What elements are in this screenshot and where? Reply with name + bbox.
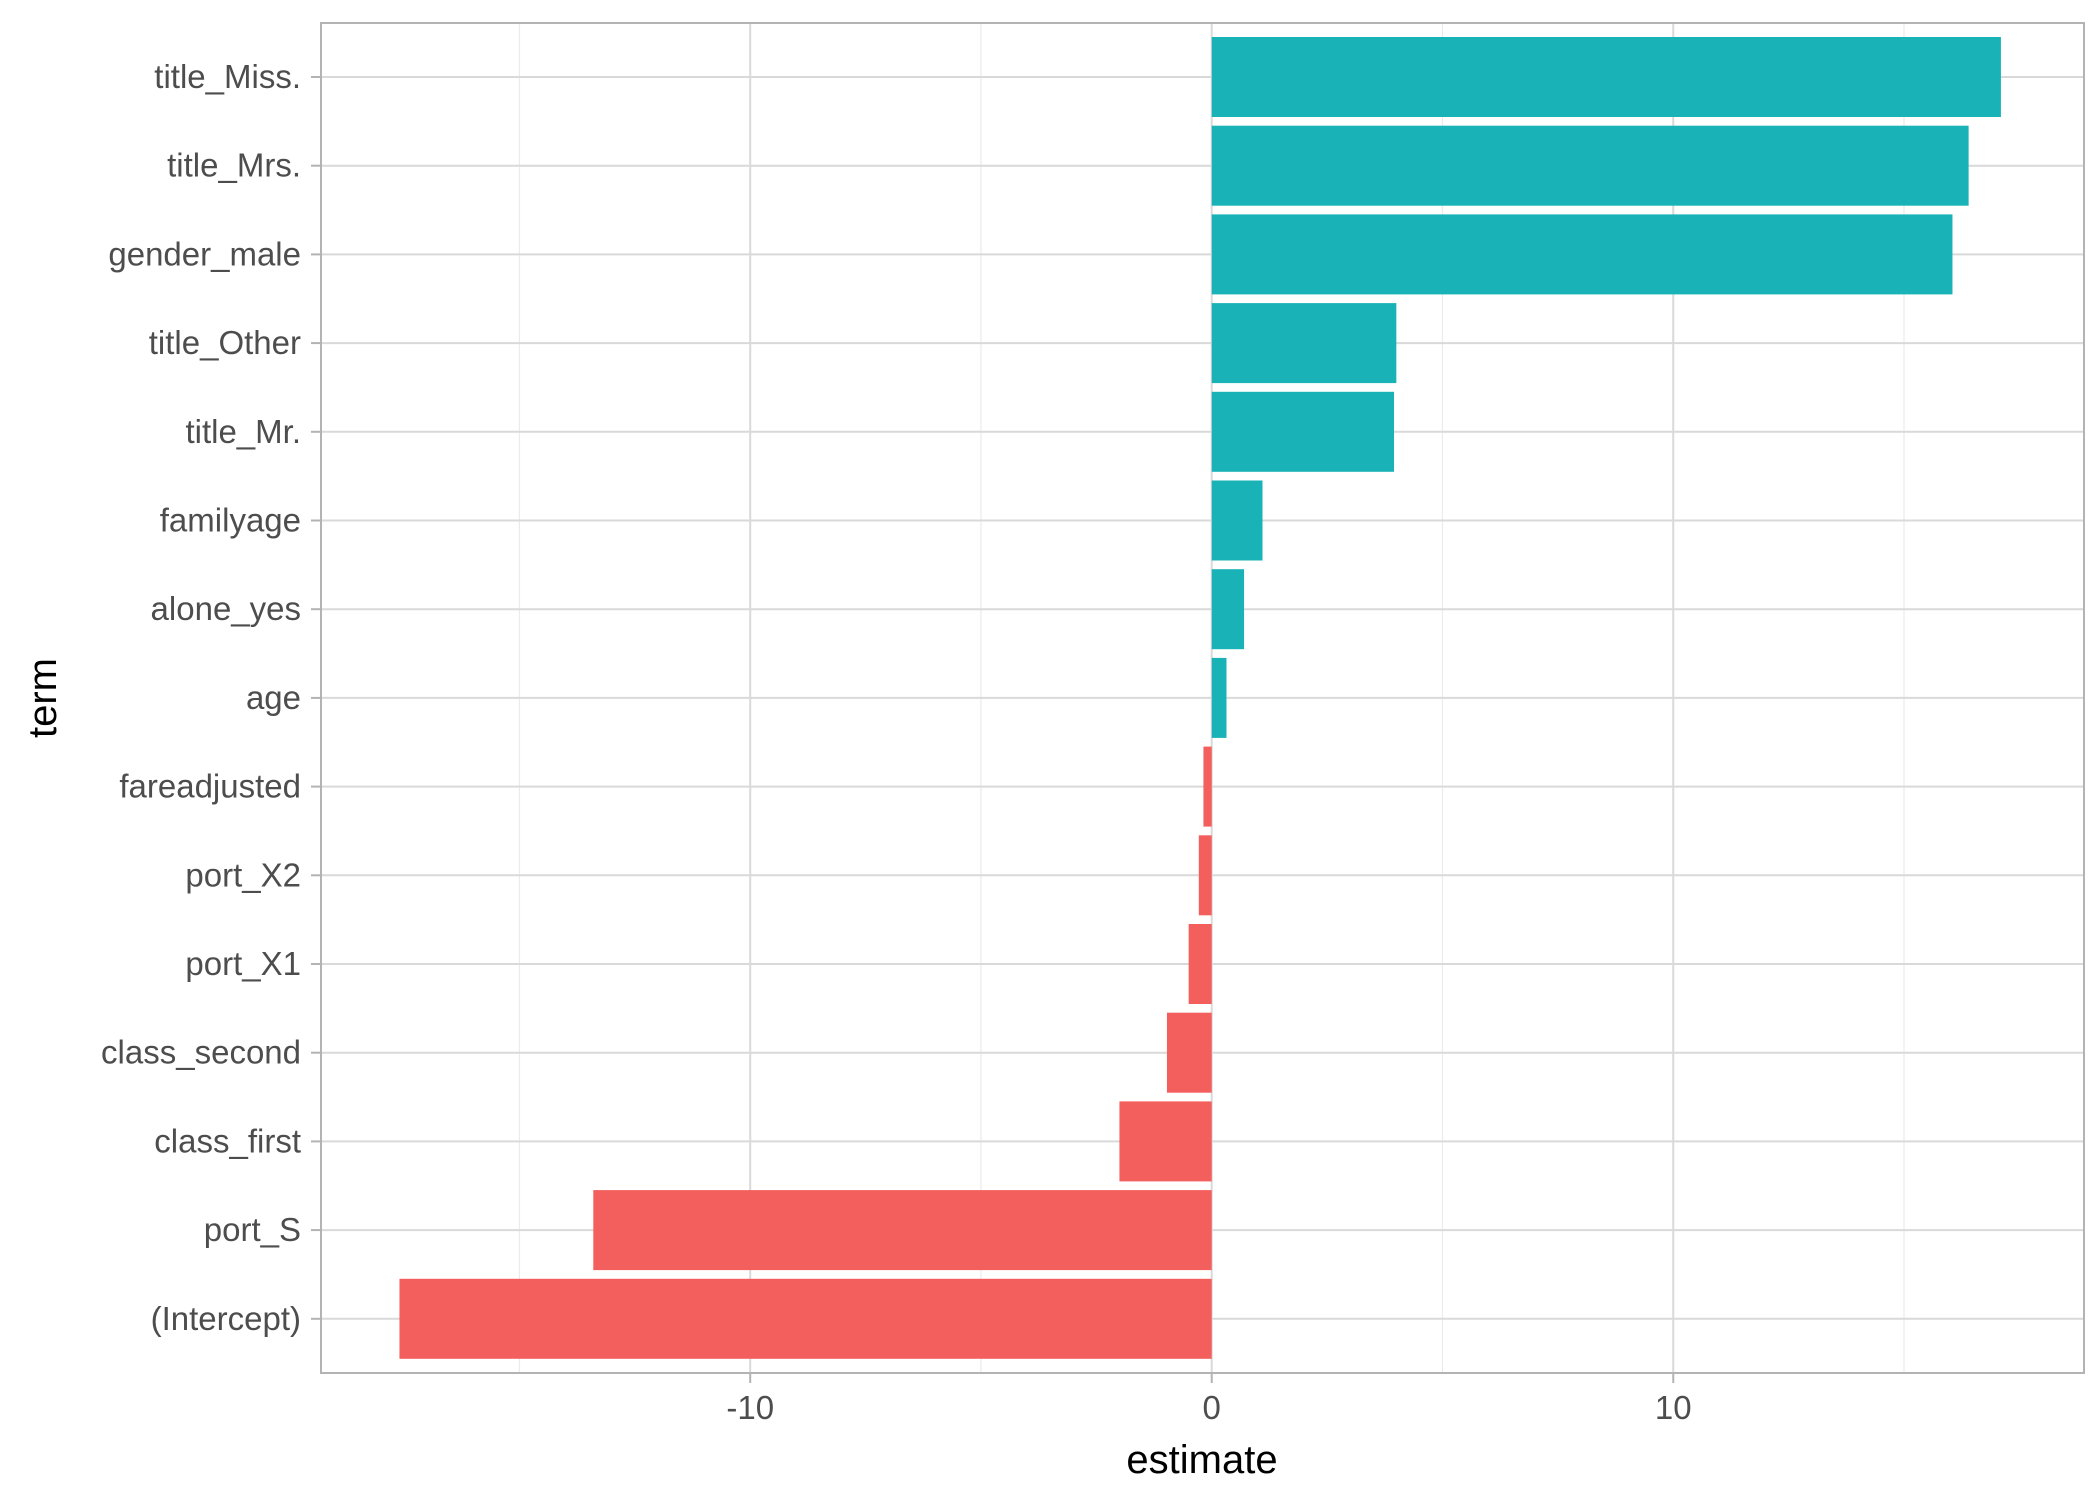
y-tick-label: class_second	[101, 1034, 301, 1071]
x-tick-label: -10	[726, 1389, 774, 1426]
y-tick-label: fareadjusted	[119, 768, 301, 805]
y-tick-label: title_Mrs.	[167, 147, 301, 184]
y-tick-label: (Intercept)	[151, 1300, 301, 1337]
y-tick-label: age	[246, 679, 301, 716]
y-tick-label: familyage	[160, 502, 301, 539]
y-tick-label: title_Other	[149, 324, 301, 361]
y-tick-label: title_Miss.	[154, 58, 301, 95]
bar-port-s	[593, 1190, 1212, 1271]
bar-class-first	[1119, 1101, 1212, 1182]
bar-port-x1	[1188, 924, 1212, 1004]
bar-age	[1211, 657, 1227, 738]
bar-class-second	[1166, 1012, 1212, 1093]
y-tick-label: port_S	[204, 1211, 301, 1248]
bar-fareadjusted	[1203, 746, 1212, 827]
bar-gender-male	[1211, 214, 1953, 295]
x-tick-label: 10	[1655, 1389, 1692, 1426]
y-axis-ticks: title_Miss. title_Mrs. gender_male title_Ot…	[101, 58, 321, 1337]
bar-title-miss	[1211, 37, 2001, 117]
bar-title-other	[1211, 303, 1397, 384]
y-tick-label: port_X1	[185, 945, 301, 982]
bar-port-x2	[1198, 835, 1212, 916]
y-tick-label: title_Mr.	[185, 413, 301, 450]
bar-intercept	[399, 1278, 1212, 1359]
bar-alone-yes	[1211, 569, 1245, 650]
x-axis-ticks: -10 0 10	[726, 1373, 1692, 1426]
bar-title-mr	[1211, 391, 1395, 472]
y-tick-label: class_first	[154, 1122, 301, 1159]
x-axis-title: estimate	[1126, 1438, 1277, 1482]
bar-familyage	[1211, 480, 1263, 561]
y-tick-label: port_X2	[185, 856, 301, 893]
y-tick-label: gender_male	[108, 235, 301, 272]
x-tick-label: 0	[1203, 1389, 1221, 1426]
bars	[399, 37, 2001, 1359]
y-tick-label: alone_yes	[151, 590, 301, 627]
bar-title-mrs	[1211, 125, 1969, 206]
y-axis-title: term	[21, 658, 65, 738]
